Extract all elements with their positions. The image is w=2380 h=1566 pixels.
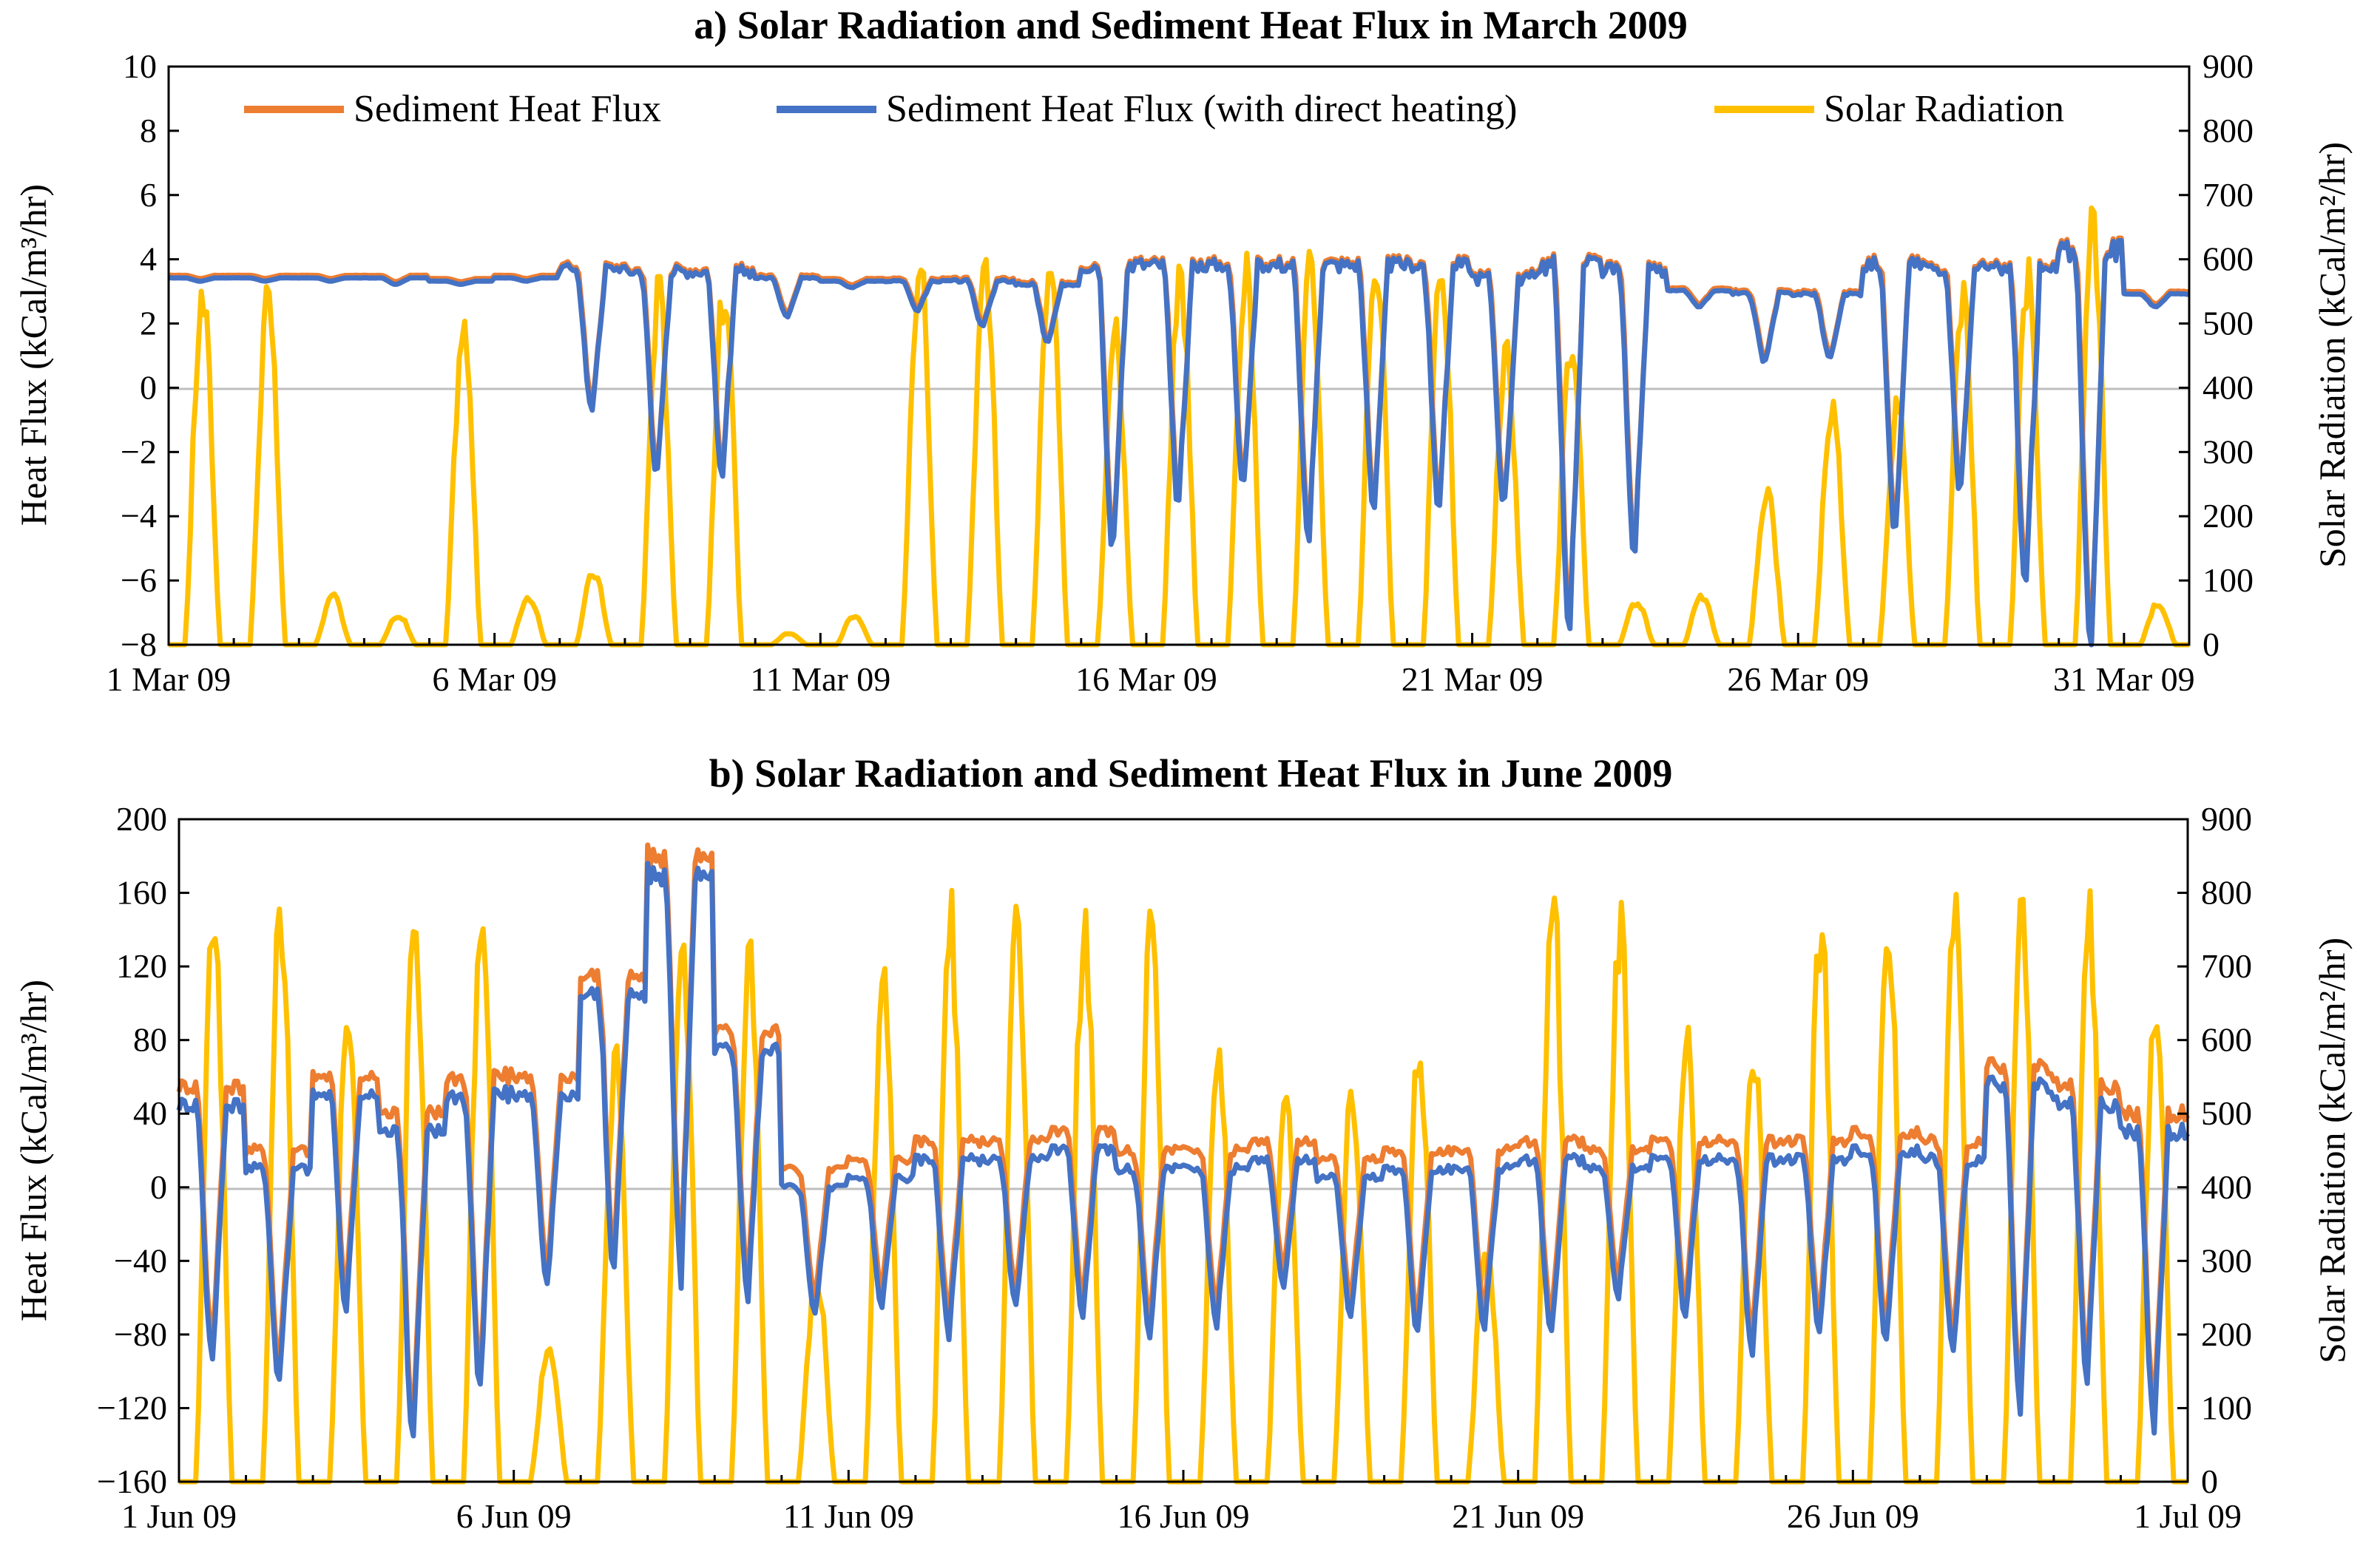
y-tick-label-right: 100 bbox=[2201, 1389, 2252, 1426]
x-tick-label: 16 Mar 09 bbox=[1075, 660, 1217, 698]
y-tick-label-left: −120 bbox=[97, 1389, 167, 1426]
x-tick-label: 1 Jun 09 bbox=[121, 1497, 237, 1535]
y-tick-label-left: −8 bbox=[121, 626, 157, 663]
x-tick-label: 6 Mar 09 bbox=[432, 660, 557, 698]
y-tick-label-right: 900 bbox=[2201, 800, 2252, 838]
y-tick-label-left: −40 bbox=[114, 1241, 167, 1279]
x-tick-label: 26 Mar 09 bbox=[1727, 660, 1869, 698]
x-tick-label: 26 Jun 09 bbox=[1787, 1497, 1919, 1535]
solar-radiation-line bbox=[179, 887, 2188, 1485]
y-tick-label-left: 200 bbox=[116, 800, 167, 838]
y-tick-label-left: 4 bbox=[140, 240, 157, 278]
y-tick-label-left: −2 bbox=[121, 433, 157, 470]
x-tick-label: 16 Jun 09 bbox=[1118, 1497, 1250, 1535]
y-tick-label-left: 120 bbox=[116, 947, 167, 985]
legend-label-solar: Solar Radiation bbox=[1824, 88, 2064, 130]
y-axis-right-a: 900 800 700 600 500 400 300 200 100 0 bbox=[2179, 47, 2254, 663]
y-tick-label-left: 80 bbox=[133, 1021, 167, 1059]
y-tick-label-left: 160 bbox=[116, 874, 167, 912]
y-tick-label-left: 2 bbox=[140, 305, 157, 342]
y-tick-label-right: 800 bbox=[2201, 874, 2252, 912]
y-label-right-a: Solar Radiation (kCal/m²/hr) bbox=[2311, 142, 2353, 568]
x-tick-label: 21 Mar 09 bbox=[1402, 660, 1544, 698]
y-tick-label-right: 600 bbox=[2201, 1021, 2252, 1059]
y-tick-label-left: −6 bbox=[121, 561, 157, 599]
panel-june-2009: b) Solar Radiation and Sediment Heat Flu… bbox=[13, 751, 2353, 1535]
sediment-heat-flux-direct-line bbox=[176, 861, 2190, 1439]
y-axis-left-b: 200 160 120 80 40 0 −40 −80 −120 −160 bbox=[97, 800, 189, 1500]
chart-title-a: a) Solar Radiation and Sediment Heat Flu… bbox=[694, 3, 1688, 47]
y-tick-label-right: 0 bbox=[2202, 626, 2220, 663]
legend-label-sediment-direct: Sediment Heat Flux (with direct heating) bbox=[886, 88, 1517, 130]
panel-march-2009: a) Solar Radiation and Sediment Heat Flu… bbox=[13, 3, 2353, 698]
x-tick-label: 21 Jun 09 bbox=[1452, 1497, 1584, 1535]
x-tick-label: 6 Jun 09 bbox=[456, 1497, 572, 1535]
y-tick-label-right: 200 bbox=[2202, 497, 2254, 535]
y-tick-label-right: 300 bbox=[2201, 1241, 2252, 1279]
y-tick-label-left: 8 bbox=[140, 112, 157, 149]
x-tick-label: 11 Mar 09 bbox=[750, 660, 890, 698]
y-axis-left-a: 10 8 6 4 2 0 −2 −4 −6 −8 bbox=[121, 47, 179, 663]
legend-label-sediment: Sediment Heat Flux bbox=[354, 88, 661, 130]
y-tick-label-left: 40 bbox=[133, 1094, 167, 1132]
sediment-heat-flux-series-b bbox=[176, 842, 2190, 1420]
y-tick-label-right: 200 bbox=[2201, 1315, 2252, 1353]
solar-radiation-series-b bbox=[179, 887, 2188, 1485]
y-tick-label-right: 300 bbox=[2202, 433, 2254, 470]
y-label-right-b: Solar Radiation (kCal/m²/hr) bbox=[2311, 938, 2353, 1363]
y-tick-label-right: 400 bbox=[2201, 1168, 2252, 1206]
y-tick-label-right: 500 bbox=[2201, 1094, 2252, 1132]
y-axis-right-b: 900 800 700 600 500 400 300 200 100 0 bbox=[2177, 800, 2252, 1500]
plot-frame-a bbox=[167, 65, 2191, 646]
y-tick-label-right: 0 bbox=[2201, 1462, 2218, 1500]
sediment-heat-flux-direct-line bbox=[169, 238, 2190, 648]
y-tick-label-right: 800 bbox=[2202, 112, 2254, 149]
y-label-left-a: Heat Flux (kCal/m³/hr) bbox=[13, 184, 54, 526]
y-tick-label-left: 10 bbox=[123, 47, 157, 85]
x-tick-label: 1 Jul 09 bbox=[2134, 1497, 2242, 1535]
sediment-heat-flux-line bbox=[176, 842, 2190, 1420]
y-tick-label-right: 500 bbox=[2202, 305, 2254, 342]
y-tick-label-right: 100 bbox=[2202, 561, 2254, 599]
y-tick-label-left: 6 bbox=[140, 176, 157, 214]
y-tick-label-right: 900 bbox=[2202, 47, 2254, 85]
sediment-heat-flux-direct-series-a bbox=[169, 238, 2190, 648]
x-tick-label: 11 Jun 09 bbox=[783, 1497, 914, 1535]
legend: Sediment Heat Flux Sediment Heat Flux (w… bbox=[244, 88, 2064, 130]
y-label-left-b: Heat Flux (kCal/m³/hr) bbox=[13, 980, 54, 1321]
y-tick-label-left: 0 bbox=[140, 368, 157, 406]
x-tick-label: 1 Mar 09 bbox=[107, 660, 231, 698]
y-tick-label-left: −4 bbox=[121, 497, 157, 535]
y-tick-label-left: −80 bbox=[114, 1315, 167, 1353]
x-axis-b: 1 Jun 09 6 Jun 09 11 Jun 09 16 Jun 09 21 Jun… bbox=[121, 1470, 2242, 1535]
x-axis-a: 1 Mar 09 6 Mar 09 11 Mar 09 16 Mar 09 21 Mar… bbox=[107, 633, 2195, 698]
y-tick-label-right: 700 bbox=[2201, 947, 2252, 985]
sediment-heat-flux-direct-series-b bbox=[176, 861, 2190, 1439]
y-tick-label-left: −160 bbox=[97, 1462, 167, 1500]
y-tick-label-right: 700 bbox=[2202, 176, 2254, 214]
chart-title-b: b) Solar Radiation and Sediment Heat Flu… bbox=[709, 751, 1673, 796]
y-tick-label-right: 600 bbox=[2202, 240, 2254, 278]
y-tick-label-left: 0 bbox=[150, 1168, 167, 1206]
x-tick-label: 31 Mar 09 bbox=[2053, 660, 2195, 698]
y-tick-label-right: 400 bbox=[2202, 368, 2254, 406]
